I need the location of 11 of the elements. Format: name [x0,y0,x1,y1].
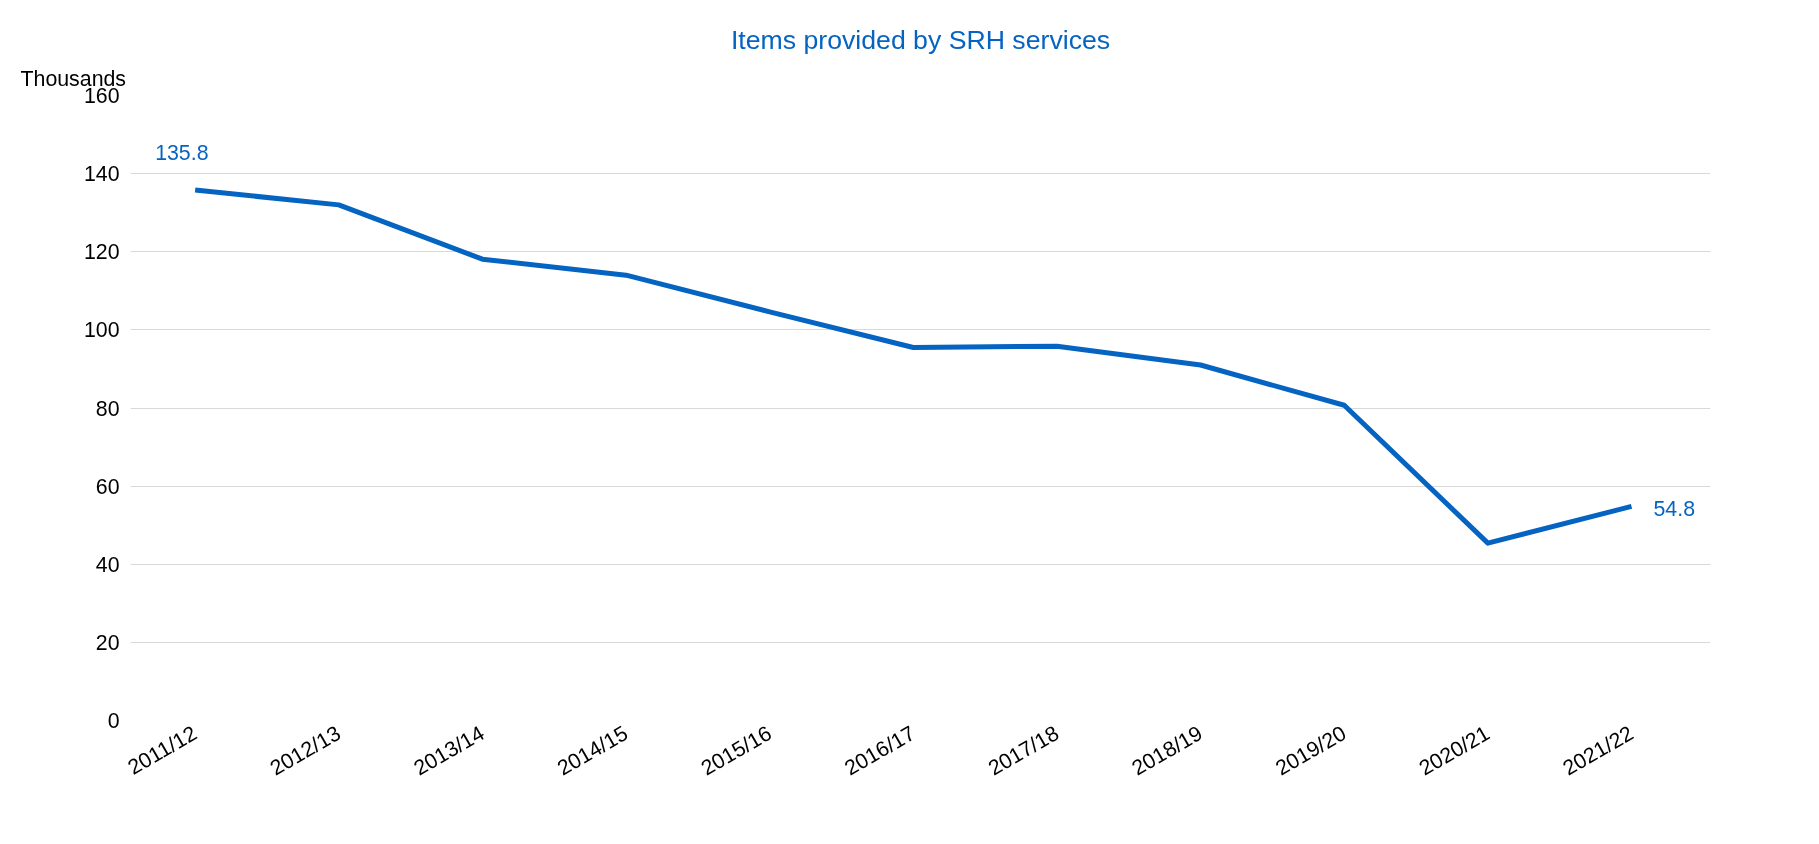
y-tick-label: 60 [95,474,120,499]
y-tick-label: 40 [95,552,120,577]
y-tick-label: 120 [83,240,120,265]
data-label: 54.8 [1653,497,1696,522]
chart-title: Items provided by SRH services [730,24,1111,55]
data-label: 135.8 [155,141,209,166]
y-tick-label: 0 [107,709,120,733]
y-tick-label: 140 [83,162,120,187]
y-tick-label: 80 [95,396,120,421]
y-tick-label: 100 [83,318,120,343]
y-tick-label: 20 [95,630,120,655]
